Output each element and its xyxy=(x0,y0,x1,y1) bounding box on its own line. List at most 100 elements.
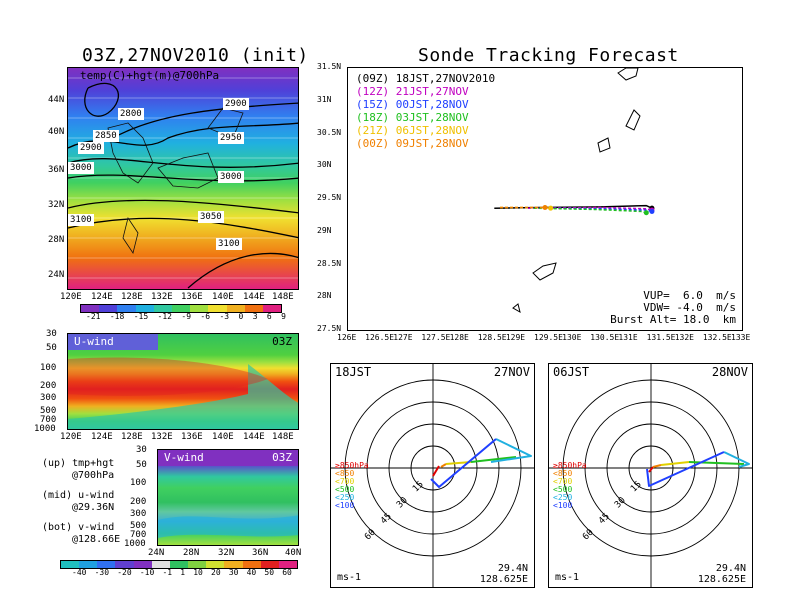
hodo1-unit: ms-1 xyxy=(337,572,362,583)
note-bot: (bot) v-wind @128.66E xyxy=(42,522,121,545)
track-end-point xyxy=(542,205,548,211)
vwind-lat-tick: 24N xyxy=(148,548,165,558)
legend-entry: (21Z) 06JST,28NOV xyxy=(356,124,469,137)
hodo2-location: 29.4N 128.625E xyxy=(698,563,746,585)
track-series-line xyxy=(533,207,647,214)
contour-label: 3100 xyxy=(216,238,242,250)
map-lon-tick: 132E xyxy=(151,292,173,302)
colorbar-tick: -18 xyxy=(109,312,125,321)
vwind-p-tick: 700 xyxy=(130,530,147,540)
map-lon-tick: 120E xyxy=(60,292,82,302)
map-lon-tick: 136E xyxy=(181,292,203,302)
map-lon-tick: 140E xyxy=(212,292,234,302)
track-lon-tick: 132E xyxy=(674,333,694,342)
colorbar-tick: -12 xyxy=(157,312,172,321)
left-title: 03Z,27NOV2010 (init) xyxy=(82,45,309,66)
uwind-lon-tick: 144E xyxy=(243,432,265,442)
track-lat-tick: 27.5N xyxy=(317,324,342,333)
colorbar-tick: -3 xyxy=(219,312,230,321)
track-lon-tick: 128.5E xyxy=(477,333,507,342)
vwind-label-bg xyxy=(158,450,298,466)
colorbar-tick: 6 xyxy=(266,312,272,321)
uwind-p-tick: 50 xyxy=(46,343,57,353)
temp-colorbar xyxy=(80,304,282,313)
uwind-p-tick: 100 xyxy=(40,363,57,373)
uwind-time: 03Z xyxy=(272,335,292,348)
vwind-p-tick: 30 xyxy=(136,445,147,455)
sonde-params: VUP= 6.0 m/s VDW= -4.0 m/s Burst Alt= 18… xyxy=(610,290,736,326)
legend-entry: (18Z) 03JST,28NOV xyxy=(356,111,469,124)
uwind-p-tick: 30 xyxy=(46,329,57,339)
level-entry: <500 xyxy=(553,485,573,494)
hodo1-location: 29.4N 128.625E xyxy=(480,563,528,585)
colorbar-tick: -30 xyxy=(94,568,110,577)
track-plot xyxy=(494,68,655,314)
legend-entry: (09Z) 18JST,27NOV2010 xyxy=(356,72,496,85)
level-entry: <100 xyxy=(553,501,573,510)
colorbar-tick: 50 xyxy=(264,568,275,577)
param-vdw: VDW= -4.0 m/s xyxy=(643,301,736,314)
track-lon-tick: 126E xyxy=(337,333,357,342)
track-end-point xyxy=(649,208,655,214)
colorbar-tick: 1 xyxy=(180,568,186,577)
map-lat-tick: 28N xyxy=(48,235,65,245)
vwind-p-tick: 200 xyxy=(130,497,147,507)
contour-label: 2800 xyxy=(118,108,144,120)
note-up: (up) tmp+hgt @700hPa xyxy=(42,458,115,481)
colorbar-tick: 40 xyxy=(246,568,257,577)
colorbar-tick: -15 xyxy=(133,312,149,321)
colorbar-tick: -40 xyxy=(72,568,87,577)
vwind-time: 03Z xyxy=(272,451,292,464)
level-entry: <850 xyxy=(553,469,573,478)
track-series-line xyxy=(494,204,653,209)
map-lon-tick: 128E xyxy=(121,292,143,302)
contour-label: 3000 xyxy=(68,162,94,174)
uwind-lon-tick: 140E xyxy=(212,432,234,442)
track-lat-tick: 28N xyxy=(317,291,332,301)
uwind-p-tick: 700 xyxy=(40,415,57,425)
contour-label: 3000 xyxy=(218,171,244,183)
map-lat-tick: 40N xyxy=(48,127,65,137)
right-title: Sonde Tracking Forecast xyxy=(418,45,679,66)
legend-entry: (15Z) 00JST,28NOV xyxy=(356,98,469,111)
hodo1-lon: 128.625E xyxy=(479,574,528,585)
vwind-p-tick: 300 xyxy=(130,509,147,519)
level-entry: ≥850hPa xyxy=(553,461,587,470)
vwind-lat-tick: 32N xyxy=(218,548,235,558)
hodo1-time: 18JST xyxy=(333,365,374,379)
colorbar-tick: 20 xyxy=(211,568,221,577)
coastline xyxy=(597,137,611,153)
track-lat-tick: 31N xyxy=(317,94,332,104)
colorbar-tick: -20 xyxy=(117,568,132,577)
uwind-label: U-wind xyxy=(74,335,114,348)
map-lat-tick: 24N xyxy=(48,270,65,280)
colorbar-tick: -10 xyxy=(139,568,155,577)
colorbar-tick: -21 xyxy=(86,312,101,321)
wind-colorbar-labels: -40 -30 -20 -10 -1 1 10 20 30 40 50 60 xyxy=(72,568,292,577)
temp-colorbar-labels: -21 -18 -15 -12 -9 -6 -3 0 3 6 9 xyxy=(86,312,286,321)
track-lat-tick: 30.5N xyxy=(317,127,342,137)
contour-label: 2900 xyxy=(223,98,249,110)
param-burst: Burst Alt= 18.0 km xyxy=(610,313,736,326)
uwind-lon-tick: 136E xyxy=(181,432,203,442)
track-lat-tick: 31.5N xyxy=(317,62,342,71)
uwind-shading xyxy=(68,357,298,429)
map-lat-tick: 44N xyxy=(48,95,65,105)
track-end-point xyxy=(548,205,554,211)
vwind-lat-tick: 36N xyxy=(252,548,269,558)
uwind-p-tick: 200 xyxy=(40,381,57,391)
coastline xyxy=(617,68,639,81)
track-lon-tick: 133E xyxy=(731,333,751,342)
uwind-lon-tick: 120E xyxy=(60,432,82,442)
hodo1-levels: ≥850hPa <850 <700 <500 <250 <100 xyxy=(335,462,369,510)
uwind-p-tick: 500 xyxy=(40,406,57,416)
track-lon-tick: 130E xyxy=(562,333,582,342)
hodo2-date: 28NOV xyxy=(709,365,750,379)
wind-colorbar xyxy=(60,560,298,569)
level-entry: <100 xyxy=(335,501,355,510)
track-lon-tick: 129.5E xyxy=(534,333,563,342)
hodograph-2: 06JST 28NOV ≥850hPa <850 <700 <500 <250 … xyxy=(548,363,753,588)
vwind-p-tick: 100 xyxy=(130,478,147,488)
vwind-lat-tick: 28N xyxy=(183,548,200,558)
vwind-section: V-wind 03Z xyxy=(157,449,299,546)
